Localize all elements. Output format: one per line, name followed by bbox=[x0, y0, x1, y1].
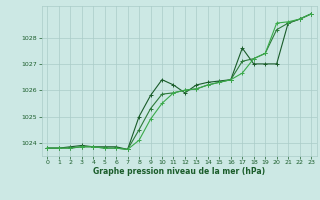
X-axis label: Graphe pression niveau de la mer (hPa): Graphe pression niveau de la mer (hPa) bbox=[93, 167, 265, 176]
